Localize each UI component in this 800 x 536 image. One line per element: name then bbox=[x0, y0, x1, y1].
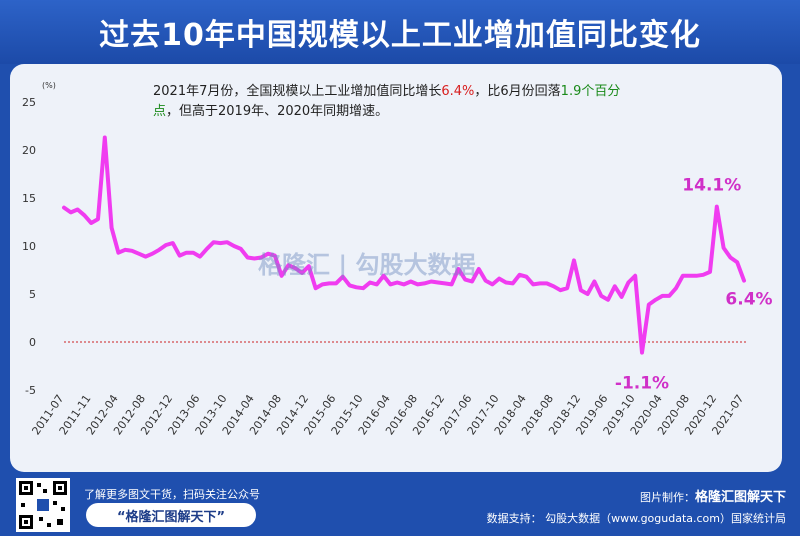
data-label: 14.1% bbox=[682, 176, 741, 196]
qr-code[interactable] bbox=[16, 478, 70, 532]
data-label: -1.1% bbox=[615, 374, 669, 394]
page-title: 过去10年中国规模以上工业增加值同比变化 bbox=[0, 0, 800, 64]
note-drop-value: 1.9个百分 bbox=[560, 84, 621, 99]
credit-brand: 格隆汇图解天下 bbox=[694, 490, 786, 505]
footer-credit: 图片制作：格隆汇图解天下 bbox=[640, 486, 786, 505]
y-tick-label: 10 bbox=[22, 240, 36, 253]
note-text-4: ，但高于2019年、2020年同期增速。 bbox=[166, 104, 389, 119]
y-tick-label: 25 bbox=[22, 96, 36, 109]
watermark-logo: 格隆汇 | 勾股大数据 bbox=[258, 251, 476, 279]
y-axis-unit: (%) bbox=[42, 81, 56, 90]
y-tick-label: 5 bbox=[29, 288, 36, 301]
chart-panel: (%) -5 0 5 10 15 20 25 2011-07 2011-11 2012-04 2012… bbox=[10, 64, 782, 472]
series-line bbox=[62, 135, 746, 355]
y-tick-label: 20 bbox=[22, 144, 36, 157]
note-text-2: ，比6月份回落 bbox=[474, 84, 561, 99]
footer-source: 数据支持： 勾股大数据（www.gogudata.com）国家统计局 bbox=[486, 512, 786, 525]
y-tick-label: 0 bbox=[29, 336, 36, 349]
credit-label: 图片制作： bbox=[639, 491, 695, 504]
note-text-1: 2021年7月份，全国规模以上工业增加值同比增长 bbox=[153, 84, 442, 99]
chart-note: 2021年7月份，全国规模以上工业增加值同比增长6.4%，比6月份回落1.9个百… bbox=[153, 82, 673, 122]
note-growth-value: 6.4% bbox=[441, 84, 475, 99]
footer-slogan: “格隆汇图解天下” bbox=[86, 503, 256, 527]
line-chart: (%)-505101520252011-072011-112012-042012… bbox=[22, 81, 773, 437]
data-label: 6.4% bbox=[725, 290, 772, 310]
y-tick-label: 15 bbox=[22, 192, 36, 205]
y-tick-label: -5 bbox=[25, 384, 36, 397]
note-text-3: 点 bbox=[153, 104, 167, 119]
footer-hint: 了解更多图文干货，扫码关注公众号 bbox=[84, 488, 260, 501]
